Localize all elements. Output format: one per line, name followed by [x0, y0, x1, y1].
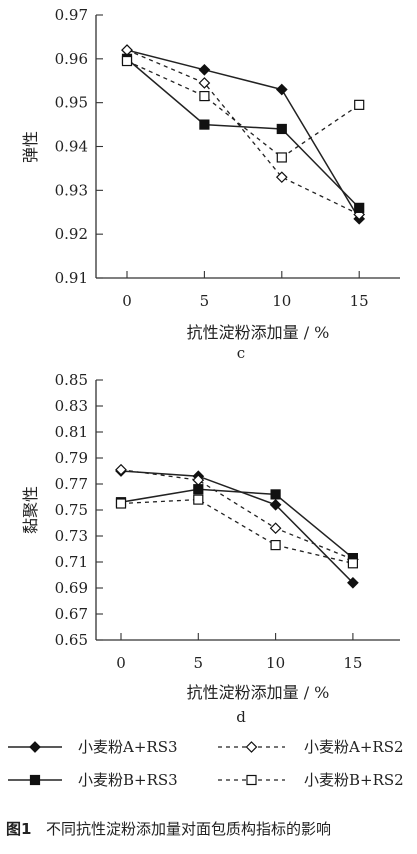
series-line — [126, 58, 360, 209]
y-tick-label: 0.92 — [55, 225, 88, 243]
data-point — [270, 539, 281, 551]
x-tick-label: 5 — [200, 292, 210, 310]
legend-label: 小麦粉B+RS2 — [304, 771, 404, 789]
series-小麦粉A+RS2 — [121, 44, 366, 221]
data-point — [115, 498, 127, 509]
legend-item: 小麦粉B+RS2 — [218, 771, 404, 789]
x-axis-label: 抗性淀粉添加量 / % — [187, 683, 330, 702]
data-point — [121, 44, 133, 56]
series-line — [120, 470, 354, 584]
x-tick-label: 10 — [266, 654, 285, 672]
y-axis-label: 黏聚性 — [21, 486, 40, 534]
data-point — [198, 77, 211, 89]
data-point — [199, 119, 210, 130]
legend-marker — [246, 774, 257, 786]
y-tick-label: 0.91 — [55, 269, 88, 287]
y-tick-label: 0.65 — [55, 631, 88, 649]
data-point — [193, 484, 204, 495]
y-tick-label: 0.96 — [55, 50, 88, 68]
data-point — [347, 576, 359, 589]
legend-item: 小麦粉A+RS3 — [8, 738, 178, 756]
figure-caption: 图1 不同抗性淀粉添加量对面包质构指标的影响 — [6, 820, 331, 838]
y-tick-label: 0.97 — [55, 6, 88, 24]
data-point — [193, 494, 204, 505]
series-小麦粉A+RS2 — [115, 463, 359, 566]
series-小麦粉A+RS3 — [115, 465, 359, 589]
x-tick-label: 5 — [194, 654, 204, 672]
legend-marker — [245, 741, 258, 753]
data-point — [199, 90, 210, 102]
caption-text: 不同抗性淀粉添加量对面包质构指标的影响 — [46, 820, 331, 838]
data-point — [354, 99, 365, 110]
legend-marker — [29, 774, 41, 786]
data-point — [115, 463, 127, 476]
series-line — [126, 49, 360, 220]
series-line — [120, 469, 354, 561]
caption-number: 图1 — [6, 820, 31, 838]
y-tick-label: 0.81 — [55, 423, 88, 441]
x-tick-label: 0 — [122, 292, 132, 310]
legend-label: 小麦粉A+RS3 — [78, 738, 178, 756]
legend: 小麦粉A+RS3 小麦粉A+RS2 小麦粉B+RS3 小麦粉B+RS2 — [8, 738, 404, 789]
series-line — [120, 498, 354, 564]
data-point — [270, 489, 281, 500]
series-line — [126, 60, 360, 159]
x-tick-label: 15 — [343, 654, 362, 672]
chart-panel-d: 0.65 0.67 0.69 0.71 0.73 0.75 0.77 0.79 0.81 0.83… — [21, 371, 400, 726]
x-tick-label: 15 — [350, 292, 369, 310]
series-line — [120, 488, 354, 559]
legend-item: 小麦粉A+RS2 — [218, 738, 404, 756]
data-point — [198, 63, 211, 76]
data-point — [347, 558, 358, 569]
legend-marker — [29, 741, 41, 753]
legend-label: 小麦粉B+RS3 — [78, 771, 178, 789]
series-line — [126, 49, 360, 216]
x-axis-label: 抗性淀粉添加量 / % — [187, 323, 330, 342]
y-tick-label: 0.93 — [55, 181, 88, 199]
legend-item: 小麦粉B+RS3 — [8, 771, 178, 789]
y-tick-label: 0.79 — [55, 449, 88, 467]
x-tick-label: 10 — [272, 292, 291, 310]
legend-label: 小麦粉A+RS2 — [304, 738, 404, 756]
y-tick-label: 0.71 — [55, 553, 88, 571]
y-axis-label: 弹性 — [21, 131, 40, 163]
series-小麦粉B+RS2 — [121, 55, 365, 163]
data-point — [269, 522, 282, 535]
chart-panel-c: 0.91 0.92 0.93 0.94 0.95 0.96 0.97 0 5 10 15 弹性抗性淀粉… — [21, 6, 400, 362]
data-point — [121, 55, 133, 67]
data-point — [269, 498, 282, 511]
y-tick-label: 0.94 — [55, 138, 88, 156]
y-tick-label: 0.75 — [55, 501, 88, 519]
series-小麦粉B+RS2 — [115, 494, 358, 569]
y-tick-label: 0.67 — [55, 605, 88, 623]
y-tick-label: 0.73 — [55, 527, 88, 545]
panel-label: c — [237, 344, 245, 362]
y-tick-label: 0.69 — [55, 579, 88, 597]
series-小麦粉B+RS3 — [121, 53, 365, 213]
data-point — [276, 152, 287, 163]
y-tick-label: 0.85 — [55, 371, 88, 389]
data-point — [275, 83, 288, 96]
data-point — [354, 202, 365, 213]
data-point — [276, 123, 287, 135]
data-point — [275, 171, 288, 184]
y-tick-label: 0.95 — [55, 94, 88, 112]
x-tick-label: 0 — [116, 654, 126, 672]
y-tick-label: 0.77 — [55, 475, 88, 493]
y-tick-label: 0.83 — [55, 397, 88, 415]
panel-label: d — [236, 708, 246, 726]
series-小麦粉A+RS3 — [121, 44, 366, 225]
